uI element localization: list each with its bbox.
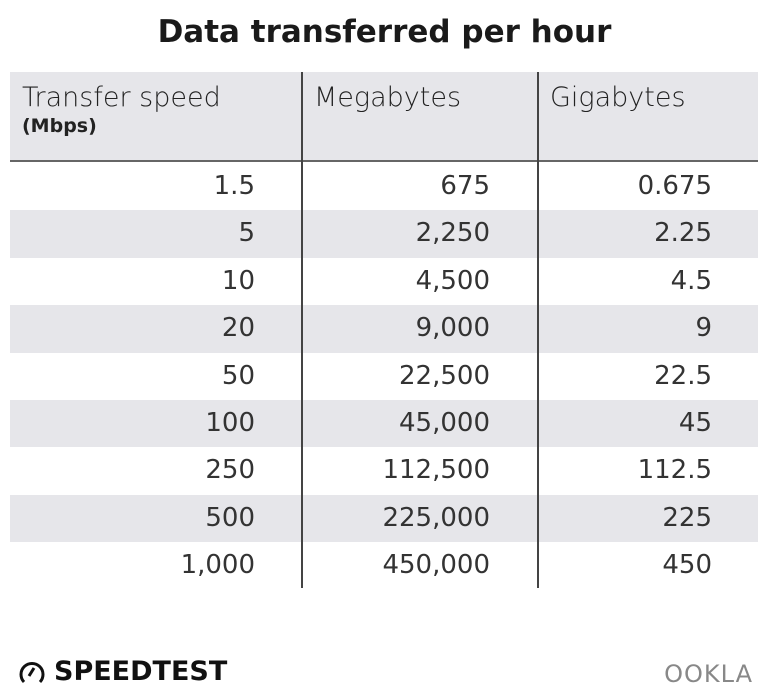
table-cell: 5 (238, 218, 255, 249)
table-row: 20 9,000 9 (10, 305, 758, 353)
table-cell: 50 (221, 360, 255, 391)
table-title: Data transferred per hour (157, 14, 612, 50)
header-unit: (Mbps) (22, 115, 97, 137)
table-row: 10 4,500 4.5 (10, 258, 758, 305)
table-cell: 0.675 (637, 171, 712, 201)
header-label: Transfer speed (22, 82, 221, 113)
header-megabytes: Megabytes (314, 82, 462, 113)
table-cell: 9,000 (415, 313, 490, 344)
table-cell: 45 (678, 408, 712, 438)
header-gigabytes: Gigabytes (550, 82, 686, 113)
table-cell: 1.5 (213, 171, 255, 201)
ookla-logo: OOKLA (664, 660, 753, 688)
table-cell: 225 (662, 502, 712, 533)
table-cell: 500 (205, 502, 255, 533)
table-row: 1.5 675 0.675 (10, 163, 758, 210)
table-cell: 450,000 (382, 550, 490, 581)
table-cell: 675 (440, 171, 490, 201)
table-cell: 250 (205, 455, 255, 486)
table-cell: 450 (662, 550, 712, 581)
table-cell: 2,250 (415, 218, 490, 249)
table-cell: 22.5 (654, 360, 712, 391)
table-cell: 112.5 (637, 455, 712, 486)
table-cell: 9 (695, 313, 712, 344)
table-row: 1,000 450,000 450 (10, 542, 758, 589)
speedometer-icon (19, 661, 45, 683)
speedtest-wordmark: SPEEDTEST (54, 656, 228, 687)
table-row: 50 22,500 22.5 (10, 353, 758, 400)
table-row: 5 2,250 2.25 (10, 210, 758, 258)
table-cell: 45,000 (399, 408, 490, 438)
column-divider (301, 72, 303, 588)
table-cell: 225,000 (382, 502, 490, 533)
table-cell: 4.5 (670, 265, 712, 296)
table-cell: 4,500 (415, 265, 490, 296)
table-cell: 20 (221, 313, 255, 344)
table-row: 250 112,500 112.5 (10, 447, 758, 494)
table-cell: 112,500 (382, 455, 490, 486)
table-cell: 100 (205, 408, 255, 438)
table-row: 500 225,000 225 (10, 494, 758, 543)
table-cell: 10 (221, 265, 255, 296)
table-cell: 22,500 (399, 360, 490, 391)
speedtest-logo: SPEEDTEST (18, 656, 227, 687)
table-cell: 2.25 (654, 218, 712, 249)
column-divider (537, 72, 539, 588)
table-cell: 1,000 (180, 550, 255, 581)
table-header: Transfer speed (Mbps) Megabytes Gigabytes (10, 72, 758, 162)
table-row: 100 45,000 45 (10, 400, 758, 448)
header-transfer-speed: Transfer speed (Mbps) (22, 82, 221, 137)
